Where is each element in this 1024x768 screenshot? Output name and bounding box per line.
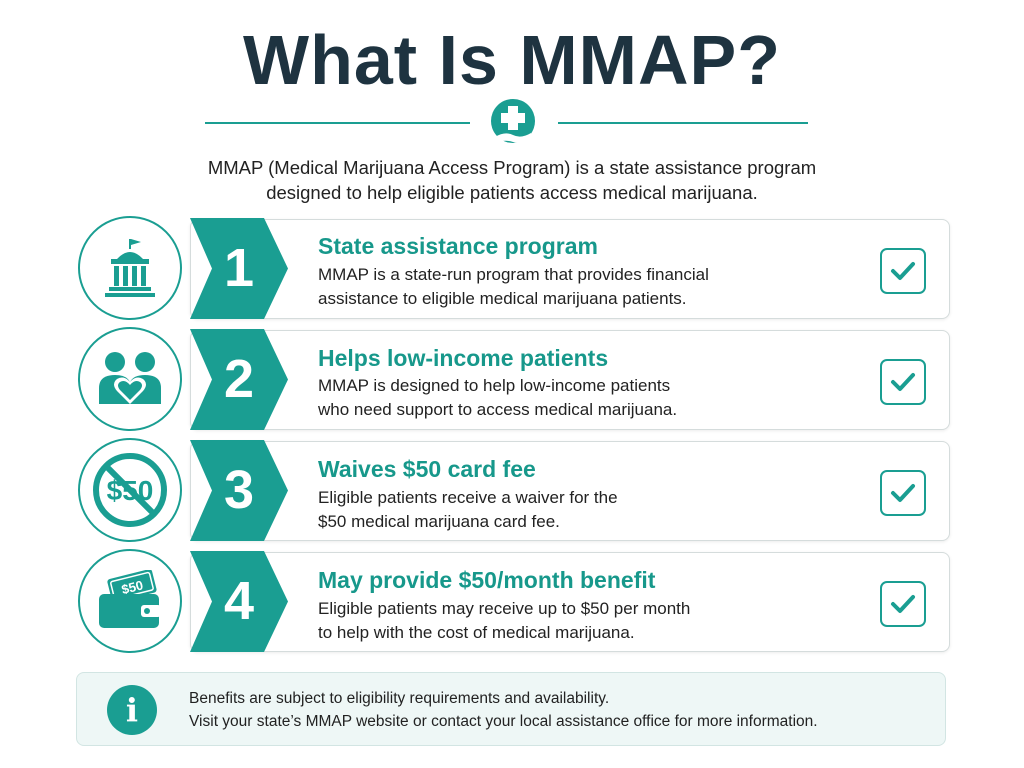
benefit-card-3 bbox=[190, 441, 950, 541]
description-line: MMAP is a state-run program that provide… bbox=[318, 265, 709, 284]
people-heart-icon bbox=[78, 327, 182, 431]
benefit-card-1 bbox=[190, 219, 950, 319]
wallet-cash-icon: $50 bbox=[78, 549, 182, 653]
description-line: Eligible patients receive a waiver for t… bbox=[318, 488, 618, 507]
item-number: 3 bbox=[223, 460, 255, 520]
number-chevron bbox=[190, 329, 288, 430]
description-line: MMAP is designed to help low-income pati… bbox=[318, 376, 671, 395]
benefit-card-2 bbox=[190, 330, 950, 430]
item-description: Eligible patients may receive up to $50 … bbox=[318, 597, 838, 645]
info-note: i Benefits are subject to eligibility re… bbox=[76, 672, 946, 746]
note-line: Benefits are subject to eligibility requ… bbox=[189, 690, 610, 707]
item-number: 4 bbox=[223, 571, 255, 631]
description-line: to help with the cost of medical marijua… bbox=[318, 623, 635, 642]
note-line: Visit your state’s MMAP website or conta… bbox=[189, 713, 818, 730]
page-title: What Is MMAP? bbox=[243, 21, 781, 99]
benefit-card-4 bbox=[190, 552, 950, 652]
item-title: State assistance program bbox=[318, 233, 598, 259]
item-description: Eligible patients receive a waiver for t… bbox=[318, 486, 838, 534]
description-line: Eligible patients may receive up to $50 … bbox=[318, 599, 691, 618]
number-chevron bbox=[190, 218, 288, 319]
medical-hand-icon bbox=[485, 97, 541, 149]
number-chevron bbox=[190, 551, 288, 652]
info-icon: i bbox=[107, 685, 157, 735]
description-line: assistance to eligible medical marijuana… bbox=[318, 289, 687, 308]
description-line: $50 medical marijuana card fee. bbox=[318, 512, 560, 531]
title-divider-left bbox=[205, 122, 470, 124]
item-title: May provide $50/month benefit bbox=[318, 567, 656, 593]
checkbox-checked-icon bbox=[880, 470, 926, 516]
cash-amount-label: $50 bbox=[120, 577, 145, 597]
item-title: Waives $50 card fee bbox=[318, 456, 536, 482]
item-description: MMAP is designed to help low-income pati… bbox=[318, 374, 838, 422]
number-chevron bbox=[190, 440, 288, 541]
checkbox-checked-icon bbox=[880, 359, 926, 405]
item-number: 2 bbox=[223, 349, 255, 409]
item-title: Helps low-income patients bbox=[318, 345, 609, 371]
checkbox-checked-icon bbox=[880, 581, 926, 627]
description-line: who need support to access medical marij… bbox=[318, 400, 678, 419]
intro-line: MMAP (Medical Marijuana Access Program) … bbox=[207, 157, 817, 178]
intro-text: MMAP (Medical Marijuana Access Program) … bbox=[160, 155, 864, 205]
intro-line: designed to help eligible patients acces… bbox=[266, 182, 758, 203]
capitol-building-icon bbox=[78, 216, 182, 320]
title-divider-right bbox=[558, 122, 808, 124]
item-number: 1 bbox=[223, 238, 255, 298]
no-fee-icon: $50 bbox=[78, 438, 182, 542]
checkbox-checked-icon bbox=[880, 248, 926, 294]
item-description: MMAP is a state-run program that provide… bbox=[318, 263, 838, 311]
